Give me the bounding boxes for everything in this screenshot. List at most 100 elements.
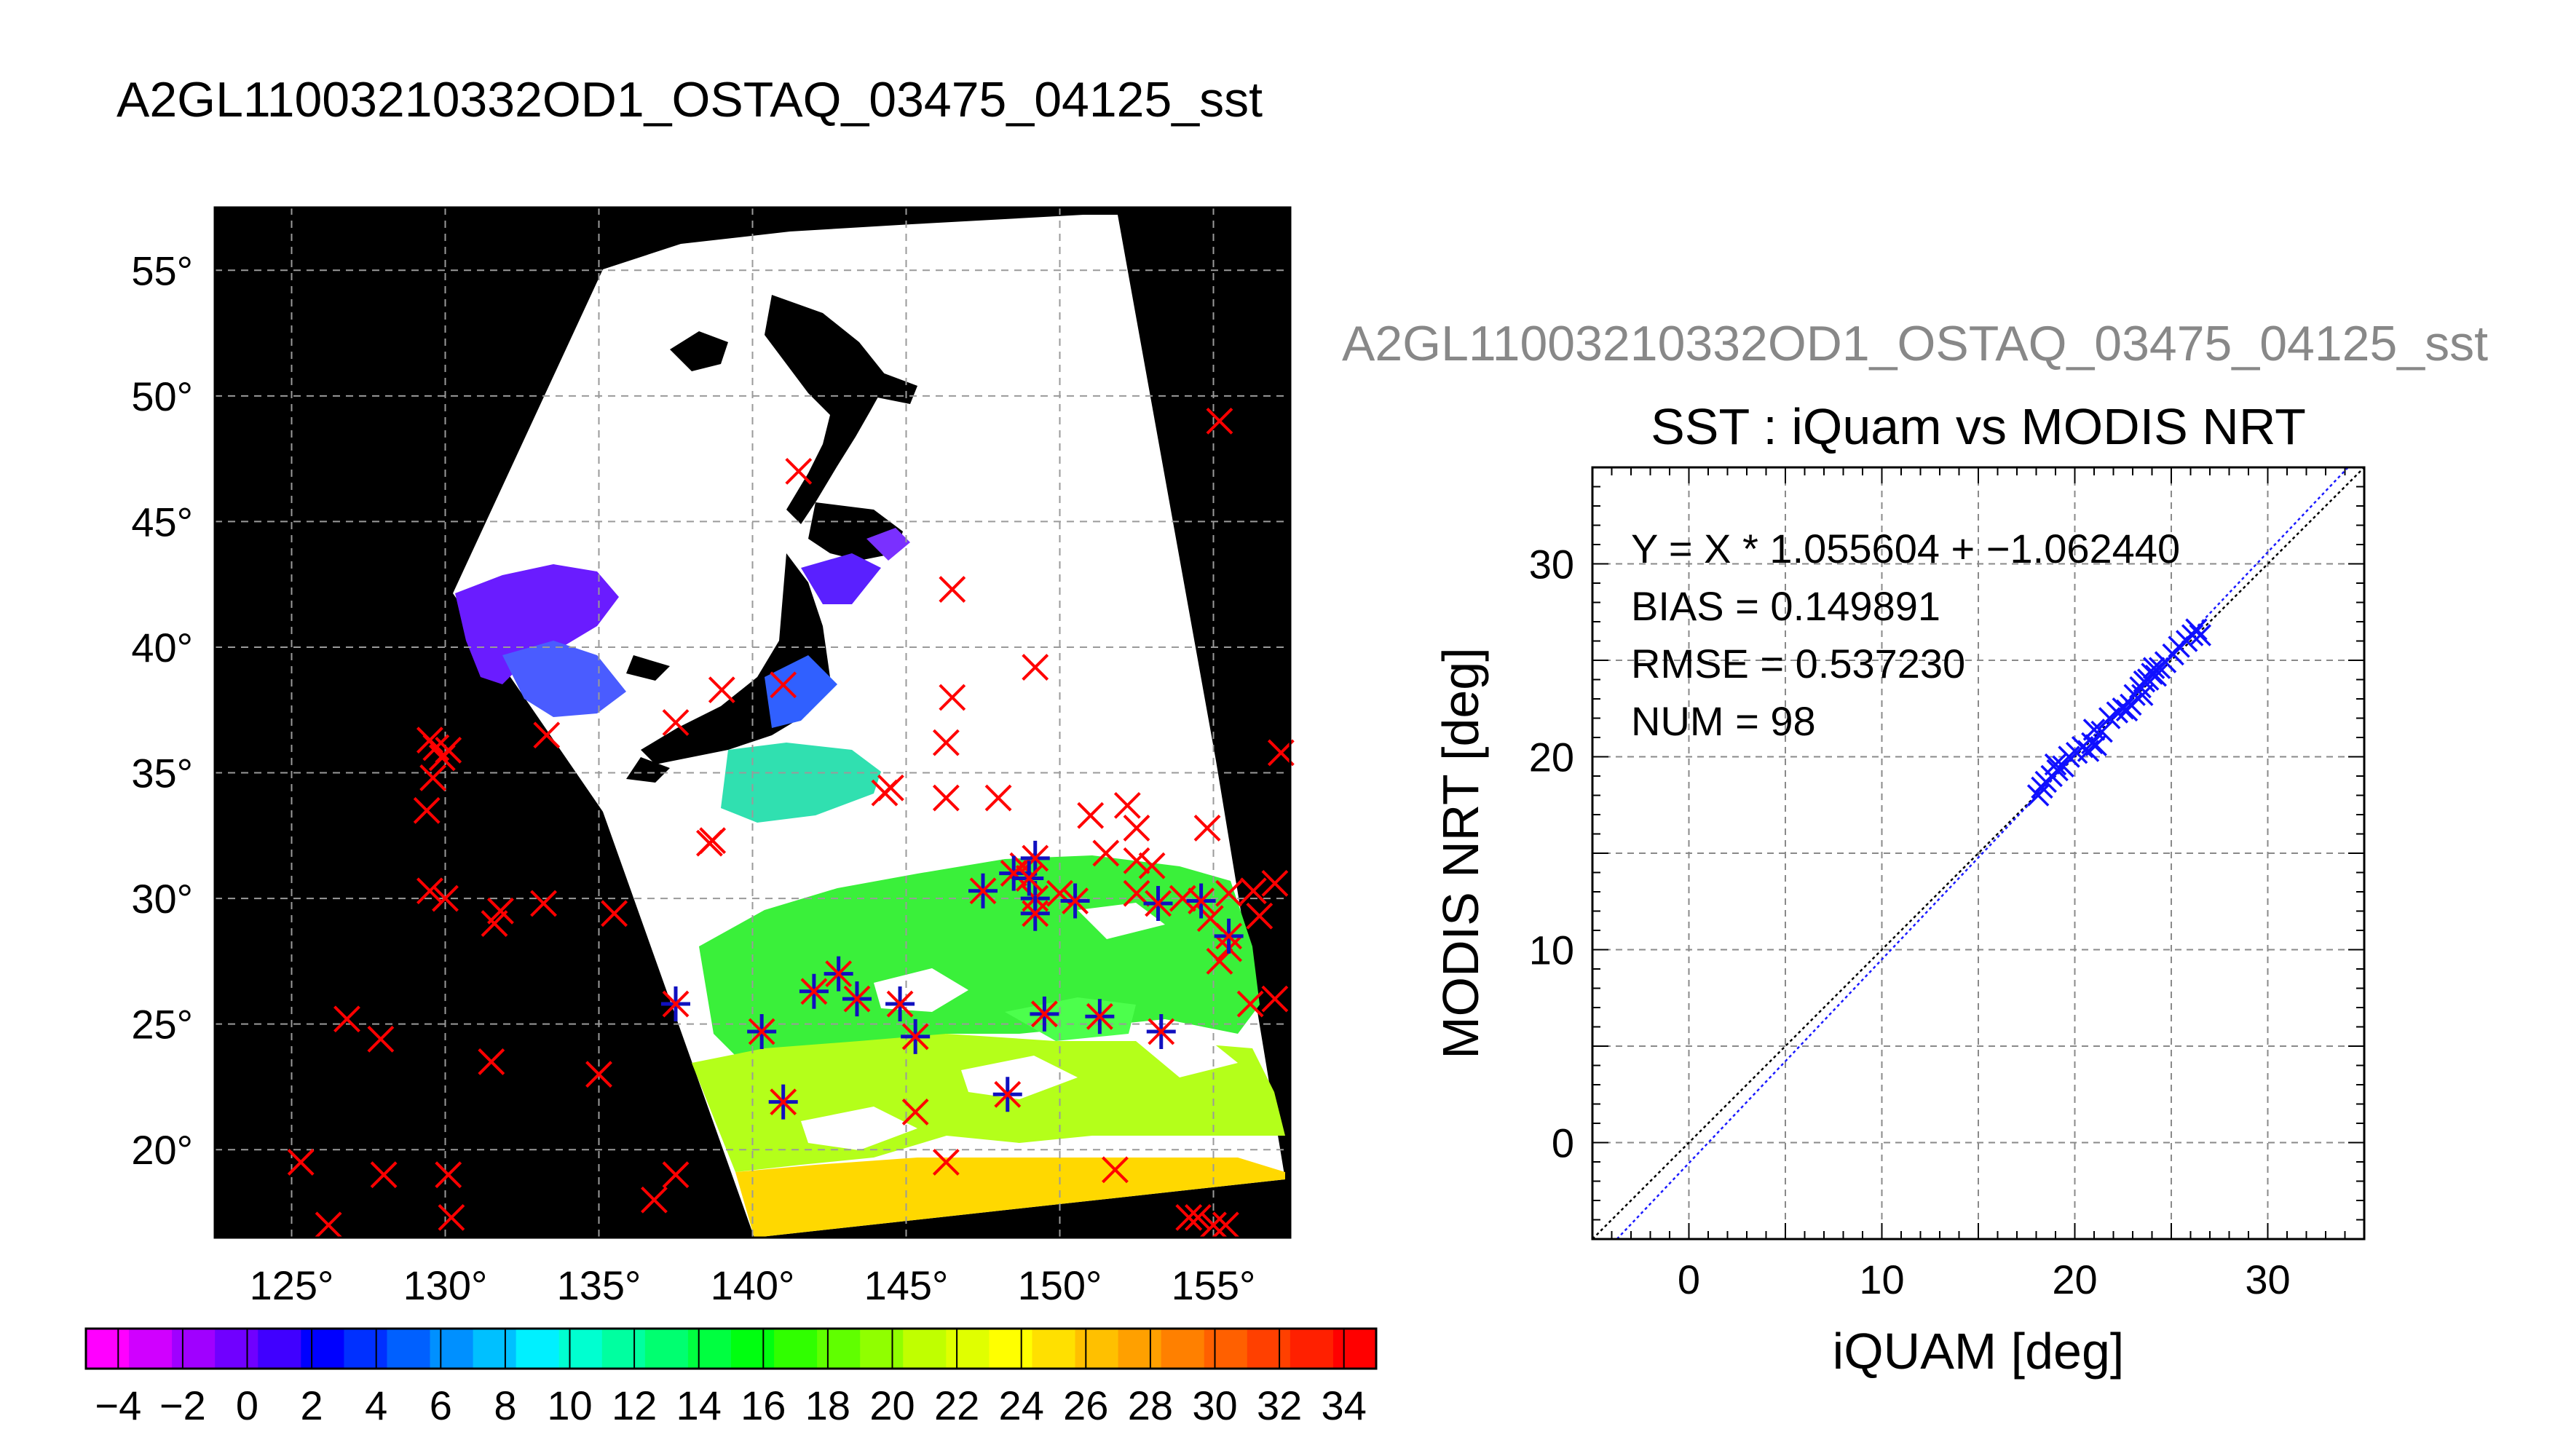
colorbar-cell <box>1332 1329 1377 1369</box>
map-lon-tick: 150° <box>1018 1262 1102 1308</box>
map-markers <box>287 407 1295 1239</box>
map-used-matchup-marker <box>747 1014 777 1049</box>
scatter-point <box>2090 720 2113 743</box>
colorbar-tick-label: −2 <box>159 1382 206 1428</box>
map-lat-tick: 55° <box>131 248 193 293</box>
sst-purple <box>455 564 619 684</box>
map-matchup-marker <box>1123 815 1150 842</box>
scatter-stats: Y = X * 1.055604 + −1.062440 BIAS = 0.14… <box>1631 526 2180 744</box>
map-used-matchup-marker <box>901 1018 931 1054</box>
stats-line-bias: BIAS = 0.149891 <box>1631 583 1940 629</box>
map-matchup-marker <box>699 827 727 855</box>
scatter-lines <box>1592 467 2365 1240</box>
map-lon-tick: 145° <box>864 1262 949 1308</box>
colorbar-cell <box>774 1329 818 1369</box>
map-matchup-marker <box>662 709 690 736</box>
map-matchup-marker <box>1184 1203 1212 1231</box>
colorbar-tick-label: 16 <box>741 1382 786 1428</box>
map-matchup-marker <box>641 1186 668 1214</box>
colorbar-tick-label: 22 <box>934 1382 979 1428</box>
colorbar-cell <box>644 1329 689 1369</box>
regression-line <box>1616 467 2349 1240</box>
map-used-matchup-marker <box>1085 999 1115 1034</box>
scatter-point <box>2112 697 2134 720</box>
map-used-matchup-marker <box>842 981 872 1017</box>
colorbar-cell <box>1161 1329 1205 1369</box>
colorbar-cell <box>989 1329 1032 1369</box>
map-matchup-marker <box>478 1048 505 1075</box>
map-lon-tick: 125° <box>250 1262 334 1308</box>
sst-teal <box>721 743 881 823</box>
map-lat-tick: 40° <box>131 625 193 670</box>
colorbar-cell <box>1118 1329 1162 1369</box>
map-lat-tick: 25° <box>131 1002 193 1048</box>
map-lat-tick: 30° <box>131 876 193 922</box>
colorbar: −4 −2 0 2 4 6 8 10 12 14 16 18 20 22 24 26 28 30 32 34 <box>84 1327 1378 1428</box>
map-used-matchup-marker <box>768 1084 798 1120</box>
colorbar-cell <box>946 1329 990 1369</box>
map-matchup-marker <box>785 457 813 485</box>
map-lon-tick-labels: 125° 130° 135° 140° 145° 150° 155° <box>250 1262 1256 1308</box>
map-matchup-marker <box>1102 1156 1129 1184</box>
map-lat-tick: 50° <box>131 373 193 419</box>
scatter-y-tick-label: 30 <box>1529 542 1574 587</box>
map-used-matchup-marker <box>661 986 690 1022</box>
scatter-point <box>2144 664 2168 687</box>
map-used-matchup-marker <box>1014 860 1044 896</box>
colorbar-cell <box>558 1329 603 1369</box>
scatter-point <box>2106 701 2129 724</box>
map-matchup-marker <box>435 1161 462 1189</box>
map-lat-tick-labels: 55° 50° 45° 40° 35° 30° 25° 20° <box>131 248 193 1173</box>
map-matchup-marker <box>1206 407 1233 435</box>
map-matchup-marker <box>901 1099 929 1125</box>
map-matchup-marker <box>315 1211 342 1239</box>
scatter-plot: SST : iQuam vs MODIS NRT 0 10 20 30 0 10 20 30… <box>1432 398 2366 1380</box>
colorbar-tick-label: 12 <box>612 1382 657 1428</box>
map-matchup-marker <box>585 1061 612 1088</box>
scatter-supertitle: A2GL11003210332OD1_OSTAQ_03475_04125_sst <box>1342 316 2488 371</box>
colorbar-cell <box>86 1329 130 1369</box>
map-matchup-marker <box>333 1005 360 1033</box>
map-matchup-marker <box>487 897 514 925</box>
identity-line <box>1592 467 2365 1240</box>
scatter-x-tick-labels: 0 10 20 30 <box>1678 1257 2291 1302</box>
map-used-matchup-marker <box>824 956 853 992</box>
colorbar-cell <box>301 1329 344 1369</box>
map-lon-tick: 130° <box>403 1262 488 1308</box>
scatter-y-tick-label: 0 <box>1552 1120 1574 1166</box>
scatter-point <box>2189 624 2211 646</box>
map-lon-tick: 140° <box>711 1262 795 1308</box>
scatter-point <box>2131 684 2154 706</box>
map-matchup-marker <box>1113 791 1141 819</box>
sst-map: 125° 130° 135° 140° 145° 150° 155° 55° 50° 45° 40… <box>131 206 1295 1308</box>
colorbar-cell <box>1290 1329 1334 1369</box>
map-matchup-marker <box>428 744 456 772</box>
map-lat-tick: 35° <box>131 751 193 796</box>
map-matchup-marker <box>370 1161 398 1189</box>
map-matchup-marker <box>1092 839 1120 867</box>
colorbar-tick-label: 24 <box>999 1382 1044 1428</box>
scatter-x-tick-label: 20 <box>2052 1257 2097 1302</box>
map-lat-tick: 20° <box>131 1127 193 1173</box>
map-matchup-marker <box>1215 879 1243 907</box>
colorbar-cell <box>344 1329 387 1369</box>
colorbar-cell <box>258 1329 301 1369</box>
colorbar-frame <box>84 1327 1378 1370</box>
colorbar-cell <box>1075 1329 1119 1369</box>
colorbar-cell <box>1204 1329 1248 1369</box>
colorbar-cells <box>86 1329 1377 1369</box>
map-frame <box>213 206 1292 1239</box>
colorbar-tick-label: 2 <box>301 1382 323 1428</box>
colorbar-cell <box>601 1329 646 1369</box>
map-matchup-marker <box>533 721 561 749</box>
scatter-grid <box>1592 467 2364 1239</box>
map-matchup-marker <box>1236 990 1264 1018</box>
colorbar-tick-label: 28 <box>1128 1382 1173 1428</box>
map-used-matchup-marker <box>1020 840 1050 876</box>
map-matchup-marker <box>432 885 459 912</box>
map-matchup-marker <box>1077 802 1105 829</box>
map-matchup-marker <box>871 779 899 807</box>
map-used-matchup-marker <box>1146 1014 1176 1049</box>
map-matchup-marker <box>1022 654 1049 681</box>
